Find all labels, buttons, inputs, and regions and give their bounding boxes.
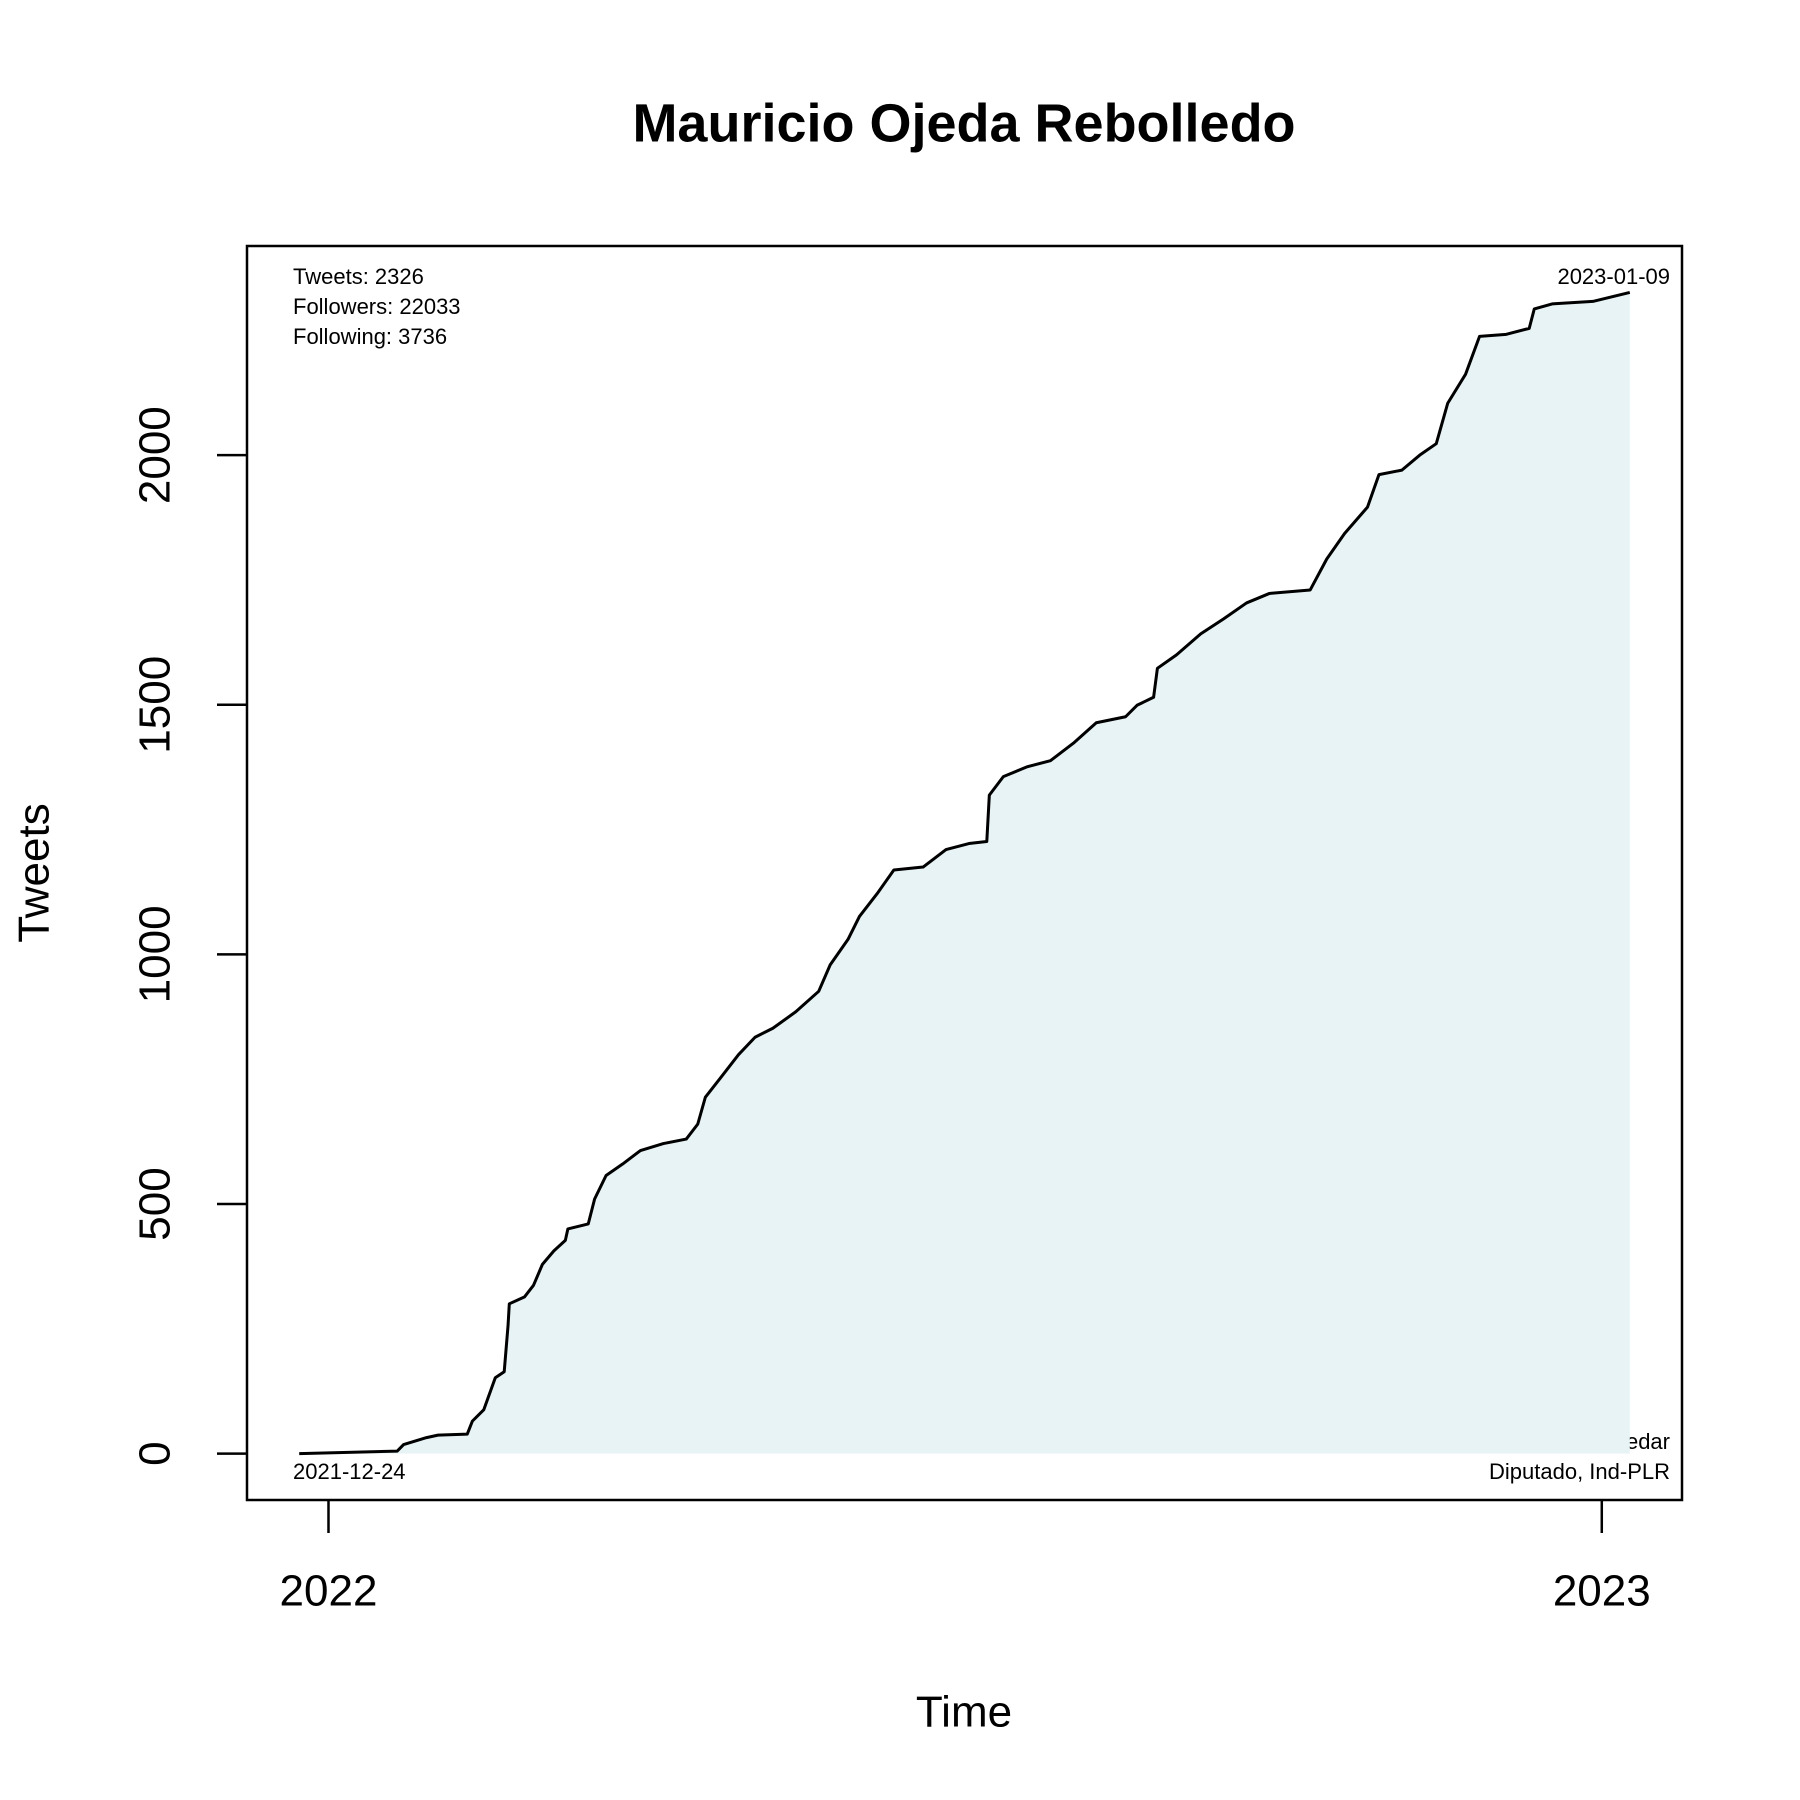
chart-title: Mauricio Ojeda Rebolledo [632, 93, 1295, 153]
y-tick-label: 0 [131, 1441, 180, 1465]
y-tick-label: 1500 [131, 656, 180, 754]
annotation: 2023-01-09 [1557, 264, 1670, 289]
x-tick-label: 2023 [1553, 1567, 1651, 1616]
annotation: 2021-12-24 [293, 1459, 406, 1484]
x-tick-label: 2022 [280, 1567, 378, 1616]
annotation: Followers: 22033 [293, 294, 461, 319]
line [299, 290, 1631, 1456]
area [299, 292, 1630, 1454]
y-tick-label: 500 [131, 1167, 180, 1240]
annotation: Following: 3736 [293, 324, 447, 349]
plot-frame [245, 244, 1684, 1502]
y-tick-label: 2000 [131, 406, 180, 504]
y-axis-label: Tweets [10, 803, 59, 942]
annotation: Diputado, Ind-PLR [1489, 1459, 1670, 1484]
y-tick-label: 1000 [131, 905, 180, 1003]
x-axis-label: Time [916, 1688, 1012, 1737]
annotation: Tweets: 2326 [293, 264, 424, 289]
